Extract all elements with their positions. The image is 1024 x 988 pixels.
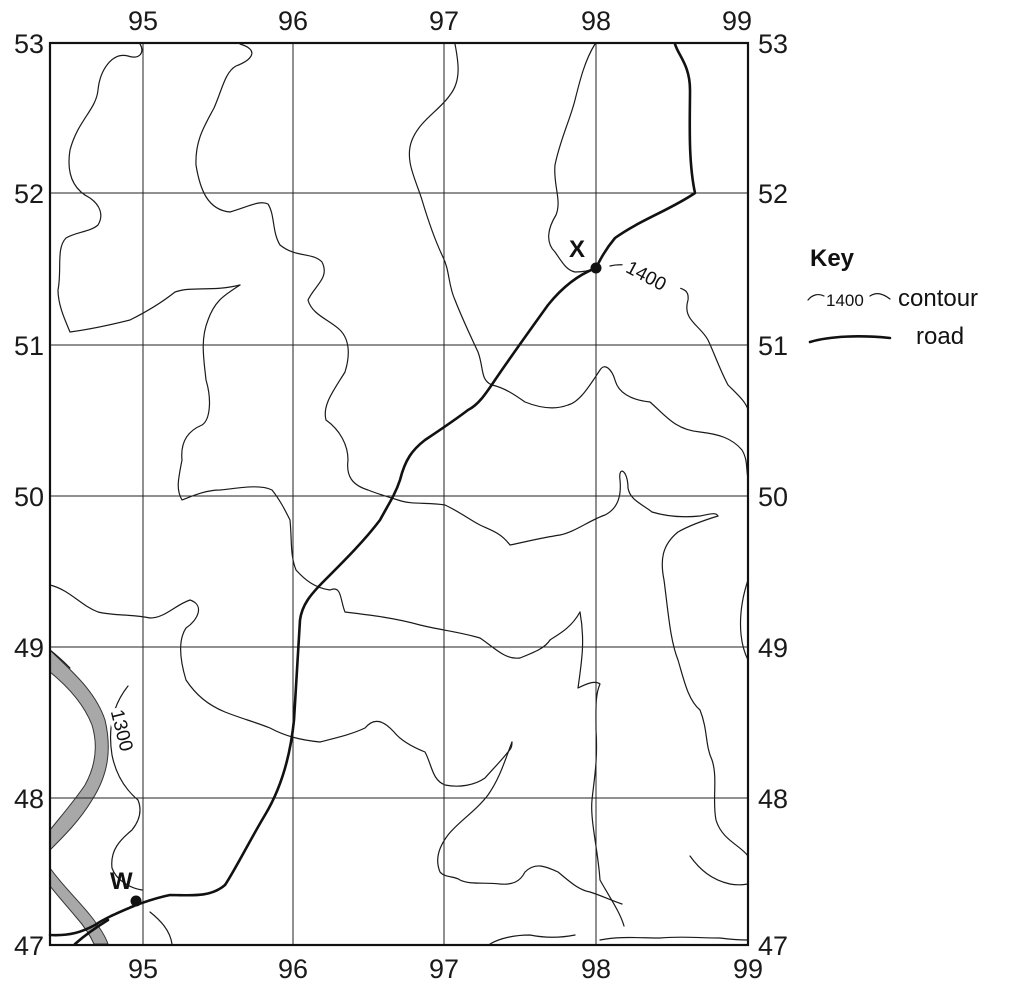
y-tick-left-51: 51 <box>14 331 44 361</box>
grid-lines <box>50 43 748 945</box>
key-road-entry: road <box>808 323 964 350</box>
road <box>48 42 697 946</box>
y-tick-left-48: 48 <box>14 784 44 814</box>
x-tick-top-98: 98 <box>581 6 611 36</box>
river <box>49 648 109 945</box>
key-title: Key <box>810 245 855 272</box>
point-x: X <box>569 236 602 274</box>
x-tick-bottom-99: 99 <box>733 954 763 984</box>
y-tick-right-50: 50 <box>758 482 788 512</box>
key-contour-entry: 1400 contour <box>807 285 978 312</box>
y-axis-right: 53 52 51 50 49 48 47 <box>758 29 788 961</box>
contour-lines <box>49 43 749 945</box>
y-axis-left: 53 52 51 50 49 48 47 <box>14 29 44 961</box>
y-tick-right-52: 52 <box>758 179 788 209</box>
y-tick-right-51: 51 <box>758 331 788 361</box>
point-w-label: W <box>110 868 133 895</box>
x-tick-top-96: 96 <box>278 6 308 36</box>
key-road-label: road <box>916 323 964 350</box>
y-tick-left-53: 53 <box>14 29 44 59</box>
y-tick-left-52: 52 <box>14 179 44 209</box>
x-tick-top-99: 99 <box>722 6 752 36</box>
point-x-label: X <box>569 236 585 263</box>
x-axis-bottom: 95 96 97 98 99 <box>128 954 763 984</box>
x-tick-bottom-96: 96 <box>278 954 308 984</box>
map-frame <box>48 41 750 947</box>
y-tick-left-47: 47 <box>14 931 44 961</box>
y-tick-right-48: 48 <box>758 784 788 814</box>
x-tick-top-95: 95 <box>128 6 158 36</box>
x-tick-bottom-98: 98 <box>581 954 611 984</box>
x-axis-top: 95 96 97 98 99 <box>128 6 752 36</box>
x-tick-top-97: 97 <box>429 6 459 36</box>
y-tick-right-49: 49 <box>758 633 788 663</box>
key-contour-sample: 1400 <box>826 291 864 310</box>
y-tick-right-53: 53 <box>758 29 788 59</box>
y-tick-left-50: 50 <box>14 482 44 512</box>
x-tick-bottom-97: 97 <box>429 954 459 984</box>
y-tick-right-47: 47 <box>758 931 788 961</box>
contour-label-1300: 1300 <box>106 705 139 759</box>
key-contour-label: contour <box>898 285 978 312</box>
x-tick-bottom-95: 95 <box>128 954 158 984</box>
contour-label-1400: 1400 <box>618 253 684 302</box>
map-key: Key 1400 contour road <box>807 245 978 350</box>
point-w: W <box>110 868 142 907</box>
y-tick-left-49: 49 <box>14 633 44 663</box>
